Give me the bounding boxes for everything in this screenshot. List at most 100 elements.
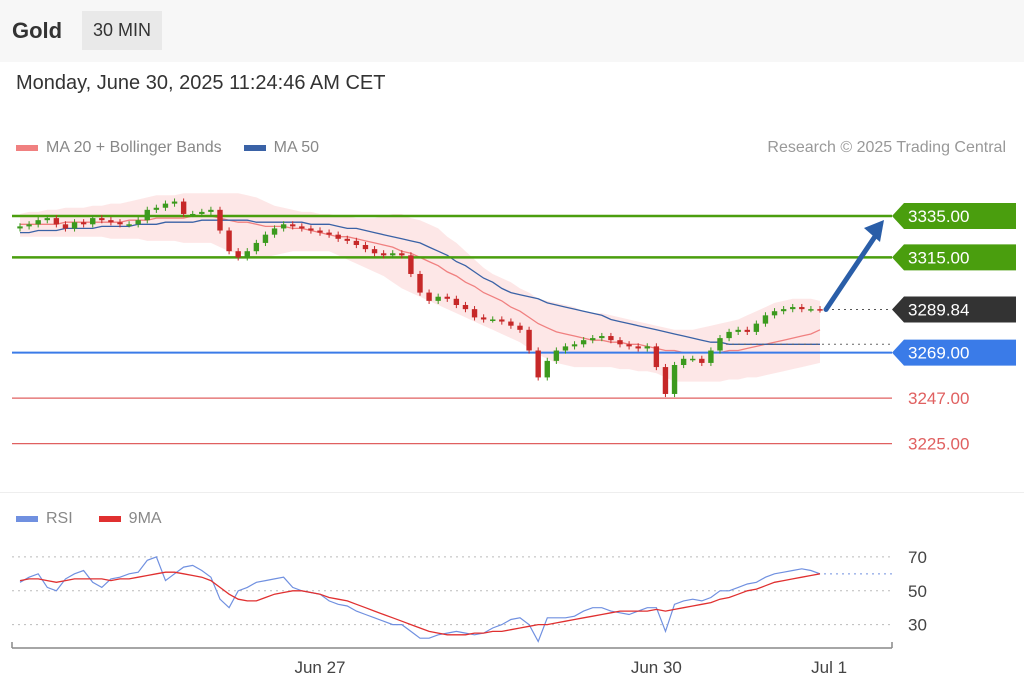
candle-body bbox=[199, 211, 205, 214]
candle-body bbox=[562, 346, 569, 351]
candle-body bbox=[335, 234, 341, 239]
candle-body bbox=[535, 350, 541, 378]
legend-item-rsi-ma: 9MA bbox=[98, 510, 162, 528]
candle-body bbox=[308, 228, 314, 231]
candle-body bbox=[744, 329, 750, 332]
header-bar bbox=[0, 0, 1024, 62]
candle-body bbox=[499, 319, 505, 322]
candle-body bbox=[271, 228, 278, 235]
candle-body bbox=[126, 224, 132, 226]
candle-body bbox=[190, 213, 196, 216]
candle-body bbox=[444, 296, 450, 299]
candle-body bbox=[626, 344, 632, 347]
candle-body bbox=[526, 329, 532, 351]
candle-body bbox=[644, 346, 650, 349]
candle-body bbox=[671, 365, 678, 394]
candle-body bbox=[380, 253, 387, 256]
legend-label-ma20: MA 20 + Bollinger Bands bbox=[46, 139, 222, 156]
candle-body bbox=[408, 255, 414, 274]
candle-body bbox=[617, 340, 623, 345]
candle-body bbox=[417, 273, 423, 293]
rsi-ma-swatch bbox=[98, 516, 121, 522]
candle-body bbox=[662, 367, 669, 394]
x-tick-label: Jul 1 bbox=[811, 658, 847, 677]
legend-item-ma20: MA 20 + Bollinger Bands bbox=[16, 139, 222, 157]
candle-body bbox=[208, 209, 214, 212]
candle-body bbox=[635, 346, 641, 349]
candle-body bbox=[453, 298, 460, 305]
candle-body bbox=[217, 209, 223, 231]
legend-label-rsi-ma: 9MA bbox=[128, 510, 162, 527]
candle-body bbox=[26, 224, 32, 227]
candle-body bbox=[508, 321, 514, 326]
candle-body bbox=[390, 253, 396, 256]
candle-body bbox=[708, 350, 714, 363]
candle-body bbox=[426, 292, 432, 301]
candle-body bbox=[299, 226, 305, 229]
candle-body bbox=[99, 218, 105, 221]
level-label: 3335.00 bbox=[908, 207, 969, 226]
legend-item-ma50: MA 50 bbox=[243, 139, 319, 157]
level-label: 3289.84 bbox=[908, 300, 969, 319]
candle-body bbox=[435, 296, 441, 301]
x-tick-label: Jun 30 bbox=[631, 658, 682, 677]
candle-body bbox=[80, 222, 87, 225]
candle-body bbox=[571, 344, 578, 347]
ma50-swatch bbox=[243, 145, 266, 151]
panel-divider bbox=[0, 492, 1024, 493]
candle-body bbox=[171, 201, 178, 204]
candle-body bbox=[253, 242, 260, 252]
candle-body bbox=[726, 331, 732, 339]
interval-button[interactable]: 30 MIN bbox=[82, 11, 163, 50]
level-label: 3247.00 bbox=[908, 389, 969, 408]
candle-body bbox=[71, 222, 78, 229]
candle-body bbox=[580, 340, 587, 345]
candle-body bbox=[790, 307, 796, 310]
ma50-line bbox=[20, 219, 820, 345]
candle-body bbox=[753, 323, 760, 332]
candle-body bbox=[780, 309, 787, 312]
candle-body bbox=[599, 336, 605, 339]
price-legend: MA 20 + Bollinger Bands MA 50 bbox=[16, 139, 341, 157]
candle-body bbox=[362, 245, 369, 250]
level-label-tag bbox=[892, 296, 1016, 323]
level-label-tag bbox=[892, 244, 1016, 271]
ma20-swatch bbox=[16, 145, 38, 151]
candle-body bbox=[717, 338, 723, 351]
candle-body bbox=[90, 218, 96, 225]
candle-body bbox=[471, 309, 478, 318]
candle-body bbox=[117, 222, 123, 225]
rsi-line bbox=[19, 556, 821, 643]
level-label-tag bbox=[892, 339, 1016, 366]
candle-body bbox=[480, 317, 487, 320]
instrument-title: Gold bbox=[12, 18, 63, 43]
rsi-swatch bbox=[16, 516, 38, 522]
candle-body bbox=[590, 338, 596, 341]
candle-body bbox=[344, 238, 350, 241]
candle-body bbox=[17, 226, 23, 229]
candle-body bbox=[462, 305, 469, 310]
candle-body bbox=[44, 218, 50, 221]
candle-body bbox=[35, 220, 41, 225]
rsi-legend: RSI 9MA bbox=[16, 510, 188, 528]
candle-body bbox=[490, 319, 496, 321]
candle-body bbox=[371, 249, 378, 254]
level-label: 3225.00 bbox=[908, 435, 969, 454]
candle-body bbox=[544, 360, 550, 378]
rsi-ma-line bbox=[19, 571, 821, 636]
candle-body bbox=[553, 350, 560, 361]
candle-body bbox=[799, 307, 805, 310]
candle-body bbox=[235, 251, 241, 258]
candle-body bbox=[771, 311, 778, 316]
candle-body bbox=[735, 329, 741, 332]
candle-body bbox=[280, 224, 287, 229]
candle-body bbox=[808, 309, 814, 311]
level-label-tag bbox=[892, 203, 1016, 230]
candle-body bbox=[62, 224, 69, 229]
candle-body bbox=[180, 201, 187, 214]
level-label: 3315.00 bbox=[908, 248, 969, 267]
legend-item-rsi: RSI bbox=[16, 510, 73, 528]
rsi-tick-label: 50 bbox=[908, 582, 927, 601]
candle-body bbox=[680, 358, 687, 365]
